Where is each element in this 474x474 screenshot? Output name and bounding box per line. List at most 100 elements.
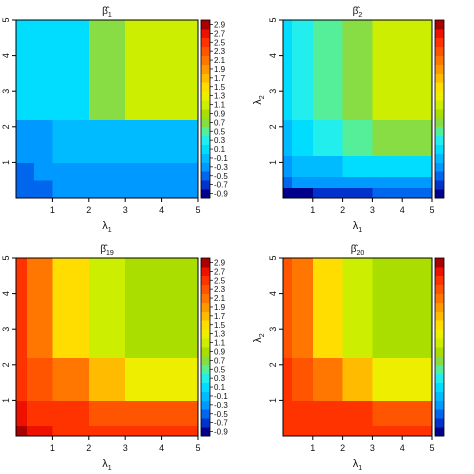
heatmap-cell [312, 155, 344, 178]
colorbar-tick-label: 2.1 [214, 56, 226, 65]
x-axis-label: λ1 [102, 220, 112, 234]
colorbar-swatch [435, 355, 444, 366]
heatmap-cell [291, 425, 314, 437]
heatmap-panel: 1 2 3 4 512345β̂1λ1-0.9-0.7-0.5-0.3-0.10.10.… [1, 5, 228, 234]
y-tick-label: 1 [1, 160, 11, 165]
colorbar-tick-label: 0.1 [214, 145, 226, 154]
x-tick-label: 1 [50, 205, 55, 215]
heatmap-cell [52, 20, 90, 121]
y-tick-label: 3 [268, 89, 278, 94]
heatmap-cell [291, 357, 314, 401]
colorbar-frame [434, 257, 445, 437]
colorbar-swatch [201, 117, 210, 128]
y-tick-label: 1 [268, 398, 278, 403]
heatmap-cell [283, 20, 293, 121]
heatmap-cell [312, 20, 344, 121]
x-axis-label: λ1 [102, 458, 112, 472]
x-tick-label: 2 [340, 205, 345, 215]
colorbar-tick-label: 1.5 [214, 321, 226, 330]
colorbar-swatch [435, 28, 444, 39]
colorbar-swatch [435, 153, 444, 163]
plot-frame [282, 19, 433, 199]
y-tick-label: 4 [268, 53, 278, 58]
heatmap-cell [125, 180, 199, 199]
colorbar-frame [200, 257, 211, 437]
colorbar-tick-label: 2.3 [214, 285, 226, 294]
colorbar-swatch [435, 320, 444, 330]
colorbar-swatch [201, 373, 210, 383]
colorbar-swatch [201, 382, 210, 392]
colorbar-swatch [435, 91, 444, 101]
colorbar-tick-label: 1.7 [214, 74, 226, 83]
colorbar-swatch [201, 275, 210, 286]
panel-title: β̂2 [353, 5, 363, 19]
x-tick-label: 1 [310, 443, 315, 453]
heatmap-cell [372, 425, 433, 437]
heatmap-cell [16, 258, 28, 359]
heatmap-cell [26, 400, 53, 426]
panel-title: β̂20 [351, 243, 365, 257]
x-tick-label: 3 [370, 205, 375, 215]
colorbar-swatch [201, 400, 210, 410]
plot-frame [15, 257, 199, 437]
colorbar-swatch [201, 293, 210, 303]
heatmap-cell [342, 425, 373, 437]
heatmap-cell [372, 176, 433, 188]
colorbar-swatch [435, 73, 444, 83]
colorbar-swatch [435, 126, 444, 137]
colorbar-tick-label: 1.7 [214, 312, 226, 321]
heatmap-cell [52, 180, 90, 199]
x-tick-label: 3 [123, 443, 128, 453]
colorbar-tick-label: 2.9 [214, 258, 226, 267]
colorbar-swatch [201, 55, 210, 65]
x-tick-label: 5 [195, 205, 200, 215]
colorbar-swatch [201, 37, 210, 48]
heatmap-cell [283, 425, 293, 437]
heatmap-cell [52, 357, 90, 401]
colorbar-swatch [201, 311, 210, 321]
colorbar-tick-label: -0.5 [214, 410, 228, 419]
heatmap-cell [312, 400, 344, 426]
colorbar-swatch [201, 162, 210, 172]
colorbar-tick-label: 2.3 [214, 47, 226, 56]
heatmap-cell [34, 119, 53, 163]
colorbar-swatch [201, 284, 210, 294]
colorbar-tick-label: 0.9 [214, 347, 226, 356]
colorbar-tick-label: 2.7 [214, 267, 226, 276]
heatmap-cell [125, 20, 199, 121]
y-tick-label: 3 [268, 327, 278, 332]
colorbar-swatch [435, 258, 444, 268]
colorbar-tick-label: 2.5 [214, 276, 226, 285]
colorbar-swatch [201, 320, 210, 330]
x-tick-label: 5 [429, 443, 434, 453]
heatmap-cell [88, 258, 126, 359]
colorbar-swatch [435, 275, 444, 286]
heatmap-cell [52, 425, 90, 437]
heatmap-cell [312, 357, 344, 401]
y-tick-label: 2 [1, 362, 11, 367]
y-tick-label: 4 [1, 53, 11, 58]
heatmap-cell [26, 258, 53, 359]
colorbar-swatch [201, 135, 210, 145]
heatmap-cell [372, 357, 433, 401]
colorbar-swatch [435, 82, 444, 92]
colorbar-swatch [435, 400, 444, 410]
colorbar-swatch [435, 20, 444, 30]
colorbar-tick-label: -0.1 [214, 392, 228, 401]
heatmap-cell [372, 258, 433, 359]
y-tick-label: 5 [1, 255, 11, 260]
colorbar-swatch [435, 180, 444, 190]
heatmap-cell [125, 119, 199, 163]
x-tick-label: 4 [400, 205, 405, 215]
x-tick-label: 2 [340, 443, 345, 453]
heatmap-cell [283, 176, 293, 188]
colorbar-swatch [201, 126, 210, 137]
colorbar-tick-label: 2.9 [214, 20, 226, 29]
colorbar-swatch [435, 391, 444, 401]
colorbar-swatch [435, 144, 444, 154]
colorbar-tick-label: 0.5 [214, 127, 226, 136]
colorbar-swatch [201, 418, 210, 428]
y-tick-label: 4 [1, 291, 11, 296]
y-tick-label: 2 [268, 362, 278, 367]
heatmap-cell [26, 425, 53, 437]
